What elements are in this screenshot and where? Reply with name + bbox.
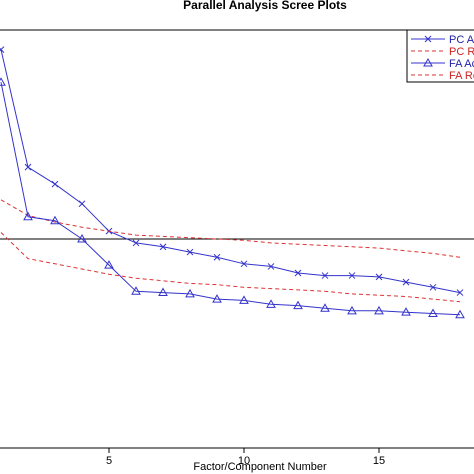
marker-stroke <box>213 253 221 261</box>
data-point-x-marker <box>429 283 437 291</box>
data-point-x-marker <box>375 273 383 281</box>
x-tick-label: 10 <box>238 455 250 467</box>
series-line-3 <box>0 82 461 316</box>
marker-stroke <box>267 263 275 270</box>
x-tick-label: 5 <box>106 455 112 467</box>
data-point-triangle-marker <box>185 288 195 298</box>
legend-label-2: PC Resampled Data <box>449 46 474 58</box>
data-point-triangle-marker <box>428 308 438 317</box>
data-point-x-marker <box>402 278 410 286</box>
legend-x-marker <box>424 35 432 43</box>
marker-stroke <box>429 283 437 291</box>
data-point-triangle-marker <box>455 309 465 319</box>
x-axis-label: Factor/Component Number <box>193 461 327 473</box>
marker-stroke <box>51 180 59 188</box>
data-point-triangle-marker <box>401 307 411 316</box>
data-point-x-marker <box>321 272 329 279</box>
data-point-triangle-marker <box>320 303 330 312</box>
x-axis: 5 10 15 <box>1 447 474 467</box>
marker-stroke <box>294 269 302 277</box>
marker-stroke <box>186 248 194 256</box>
data-point-triangle-marker <box>23 211 33 221</box>
series-line-2 <box>0 199 461 258</box>
data-point-triangle-marker <box>293 300 303 310</box>
legend-label-3: FA Actual Data <box>449 58 474 70</box>
marker-stroke <box>348 272 356 279</box>
legend-label-4: FA Resampled Data <box>449 70 474 82</box>
data-point-triangle-marker <box>131 286 141 295</box>
data-point-triangle-marker <box>347 305 357 315</box>
series-line-4 <box>0 232 461 303</box>
chart-title: Parallel Analysis Scree Plots <box>183 0 347 12</box>
data-point-triangle-marker <box>158 287 168 297</box>
data-point-x-marker <box>294 269 302 277</box>
data-point-triangle-marker <box>0 77 6 86</box>
data-point-triangle-marker <box>374 305 384 315</box>
marker-stroke <box>321 272 329 279</box>
marker-stroke <box>375 273 383 281</box>
data-point-triangle-marker <box>50 215 60 225</box>
marker-stroke <box>456 289 464 296</box>
series-group <box>0 46 465 319</box>
marker-stroke <box>240 260 248 268</box>
data-point-triangle-marker <box>104 260 114 269</box>
marker-stroke <box>0 46 5 52</box>
x-tick-label: 15 <box>373 455 385 467</box>
data-point-x-marker <box>240 260 248 268</box>
data-point-triangle-marker <box>266 299 276 308</box>
legend-triangle-marker <box>423 57 433 67</box>
data-point-x-marker <box>78 200 86 208</box>
series-line-1 <box>0 49 461 294</box>
data-point-triangle-marker <box>212 294 222 303</box>
data-point-x-marker <box>186 248 194 256</box>
marker-stroke <box>159 243 167 251</box>
legend-label-1: PC Actual Data <box>449 34 474 46</box>
data-point-x-marker <box>348 272 356 279</box>
data-point-x-marker <box>456 289 464 296</box>
data-point-x-marker <box>0 46 5 53</box>
data-point-x-marker <box>132 239 140 247</box>
data-point-x-marker <box>51 180 59 188</box>
marker-stroke <box>24 163 32 171</box>
data-point-x-marker <box>267 263 275 270</box>
data-point-triangle-marker <box>239 295 249 304</box>
data-point-x-marker <box>213 253 221 261</box>
data-point-x-marker <box>24 163 32 171</box>
data-point-triangle-marker <box>77 233 87 243</box>
marker-stroke <box>132 239 140 247</box>
marker-stroke <box>78 200 86 208</box>
legend: PC Actual DataPC Resampled DataFA Actual… <box>406 29 474 83</box>
marker-stroke <box>402 278 410 286</box>
data-point-x-marker <box>159 243 167 251</box>
